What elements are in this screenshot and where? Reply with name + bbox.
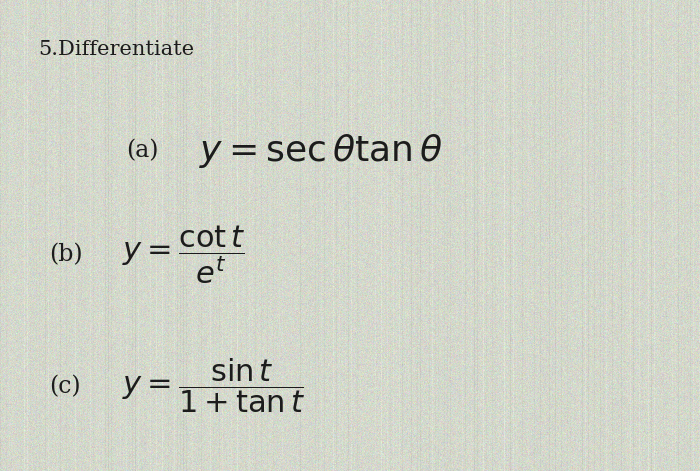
Text: $y = \dfrac{\cot t}{e^{t}}$: $y = \dfrac{\cot t}{e^{t}}$ [122, 223, 246, 286]
Text: $y = \sec\theta\tan\theta$: $y = \sec\theta\tan\theta$ [199, 132, 444, 170]
Text: (a): (a) [126, 139, 158, 162]
Text: (c): (c) [49, 375, 80, 398]
Text: $y = \dfrac{\sin t}{1+\tan t}$: $y = \dfrac{\sin t}{1+\tan t}$ [122, 357, 305, 415]
Text: (b): (b) [49, 243, 83, 266]
Text: 5.Differentiate: 5.Differentiate [38, 40, 195, 59]
